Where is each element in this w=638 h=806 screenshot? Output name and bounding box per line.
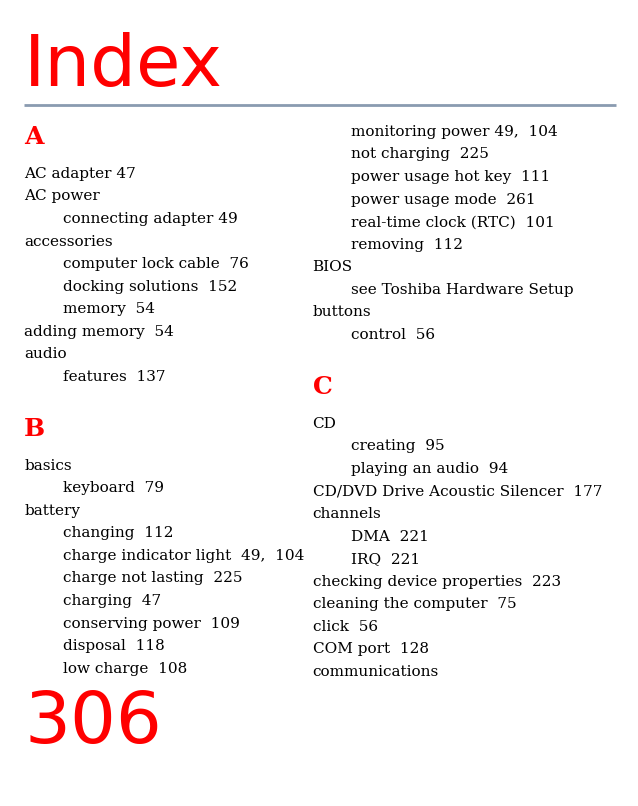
Text: memory  54: memory 54: [63, 302, 154, 316]
Text: accessories: accessories: [24, 235, 113, 248]
Text: audio: audio: [24, 347, 67, 361]
Text: monitoring power 49,  104: monitoring power 49, 104: [351, 125, 558, 139]
Text: adding memory  54: adding memory 54: [24, 325, 174, 339]
Text: creating  95: creating 95: [351, 439, 445, 453]
Text: charge not lasting  225: charge not lasting 225: [63, 571, 242, 585]
Text: buttons: buttons: [313, 305, 371, 319]
Text: communications: communications: [313, 665, 439, 679]
Text: DMA  221: DMA 221: [351, 530, 429, 543]
Text: removing  112: removing 112: [351, 238, 463, 251]
Text: low charge  108: low charge 108: [63, 662, 187, 675]
Text: 306: 306: [24, 688, 162, 758]
Text: C: C: [313, 375, 332, 399]
Text: computer lock cable  76: computer lock cable 76: [63, 257, 248, 271]
Text: docking solutions  152: docking solutions 152: [63, 280, 237, 293]
Text: keyboard  79: keyboard 79: [63, 481, 163, 495]
Text: power usage hot key  111: power usage hot key 111: [351, 170, 550, 184]
Text: basics: basics: [24, 459, 72, 472]
Text: CD/DVD Drive Acoustic Silencer  177: CD/DVD Drive Acoustic Silencer 177: [313, 484, 602, 498]
Text: battery: battery: [24, 504, 80, 517]
Text: IRQ  221: IRQ 221: [351, 552, 420, 566]
Text: features  137: features 137: [63, 370, 165, 384]
Text: B: B: [24, 417, 45, 441]
Text: changing  112: changing 112: [63, 526, 173, 540]
Text: charging  47: charging 47: [63, 594, 161, 608]
Text: playing an audio  94: playing an audio 94: [351, 462, 508, 476]
Text: charge indicator light  49,  104: charge indicator light 49, 104: [63, 549, 304, 563]
Text: BIOS: BIOS: [313, 260, 353, 274]
Text: channels: channels: [313, 507, 382, 521]
Text: conserving power  109: conserving power 109: [63, 617, 239, 630]
Text: see Toshiba Hardware Setup: see Toshiba Hardware Setup: [351, 283, 574, 297]
Text: control  56: control 56: [351, 328, 435, 342]
Text: disposal  118: disposal 118: [63, 639, 164, 653]
Text: not charging  225: not charging 225: [351, 147, 489, 161]
Text: cleaning the computer  75: cleaning the computer 75: [313, 597, 516, 611]
Text: COM port  128: COM port 128: [313, 642, 429, 656]
Text: click  56: click 56: [313, 620, 378, 634]
Text: real-time clock (RTC)  101: real-time clock (RTC) 101: [351, 215, 554, 229]
Text: A: A: [24, 125, 44, 149]
Text: CD: CD: [313, 417, 336, 430]
Text: power usage mode  261: power usage mode 261: [351, 193, 535, 206]
Text: checking device properties  223: checking device properties 223: [313, 575, 561, 588]
Text: Index: Index: [24, 32, 223, 102]
Text: AC adapter 47: AC adapter 47: [24, 167, 136, 181]
Text: connecting adapter 49: connecting adapter 49: [63, 212, 237, 226]
Text: AC power: AC power: [24, 189, 100, 203]
